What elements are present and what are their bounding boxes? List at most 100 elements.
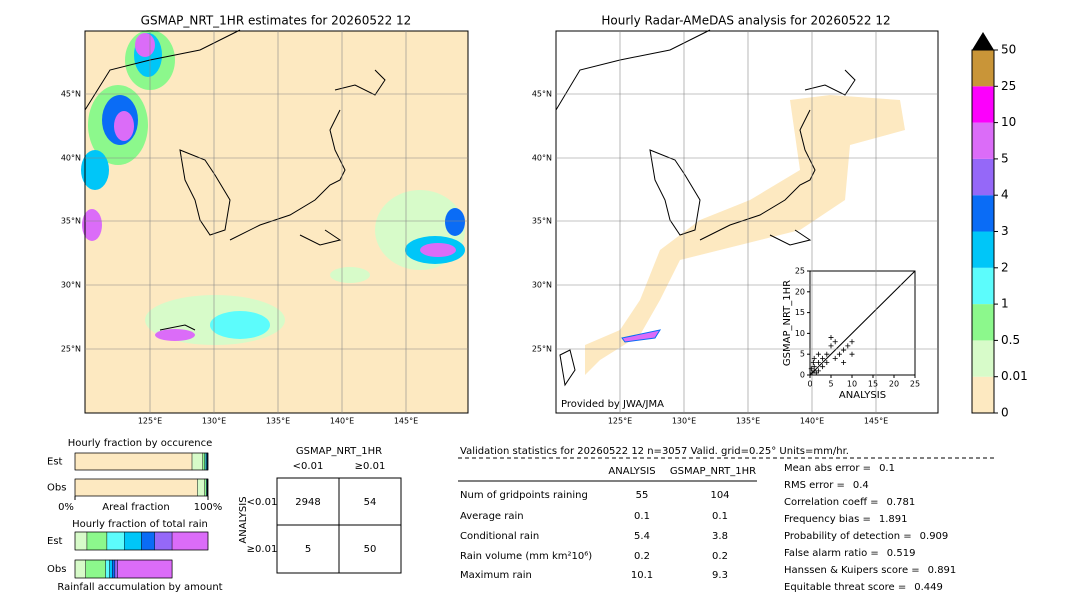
point <box>845 343 851 349</box>
rain-blob <box>621 329 662 343</box>
score-value: 0.781 <box>887 497 916 508</box>
score-value: 0.909 <box>920 531 949 542</box>
point <box>849 339 855 345</box>
map-border <box>555 30 939 414</box>
y-tick-label: 5 <box>800 350 805 359</box>
bar-frame <box>74 452 209 471</box>
row-label: Rain volume (mm km²10⁶) <box>460 551 592 562</box>
lat-label: 40°N <box>532 154 552 163</box>
lon-label: 140°E <box>330 417 354 426</box>
colorbar-label: 0.01 <box>1001 369 1028 383</box>
point <box>836 351 842 357</box>
colorbar-segment <box>972 86 994 123</box>
row-label: Num of gridpoints raining <box>460 490 588 501</box>
map-title: GSMAP_NRT_1HR estimates for 20260522 12 <box>141 14 412 28</box>
point <box>832 355 838 361</box>
score-value: 0.519 <box>887 548 916 559</box>
lat-label: 30°N <box>61 281 81 290</box>
bar-segment <box>74 559 86 579</box>
x-axis-label: ANALYSIS <box>839 390 886 401</box>
column-label: <0.01 <box>293 461 324 472</box>
lon-label: 145°E <box>394 417 418 426</box>
point <box>810 360 816 366</box>
point <box>824 360 830 366</box>
point <box>815 368 821 374</box>
colorbar-label: 3 <box>1001 224 1009 238</box>
bar-segment <box>74 452 193 471</box>
bar-segment <box>105 559 110 579</box>
rain-area <box>585 95 905 375</box>
x-tick-label: 10 <box>847 380 857 389</box>
score-label: Frequency bias = <box>784 514 871 525</box>
row-label: Conditional rain <box>460 531 539 542</box>
colorbar-segment <box>972 195 994 232</box>
colorbar-segment <box>972 267 994 305</box>
x-tick-label: 25 <box>910 380 920 389</box>
cell: 0.1 <box>712 511 728 522</box>
y-tick-label: 0 <box>800 371 805 380</box>
score-label: RMS error = <box>784 480 845 491</box>
score-value: 0.449 <box>914 582 943 593</box>
lat-label: 35°N <box>532 217 552 226</box>
row-label: Average rain <box>460 511 524 522</box>
colorbar-label: 5 <box>1001 151 1009 165</box>
colorbar-segment <box>972 376 994 413</box>
column-label: ANALYSIS <box>608 466 655 477</box>
lon-label: 130°E <box>672 417 696 426</box>
credit: Provided by JWA/JMA <box>561 399 664 410</box>
cell: 0.2 <box>712 551 728 562</box>
table-title: GSMAP_NRT_1HR <box>296 446 382 457</box>
score-value: 0.891 <box>928 565 957 576</box>
bar-segment <box>114 559 118 579</box>
map-border <box>84 30 469 414</box>
score-label: Equitable threat score = <box>784 582 906 593</box>
x-axis-label: Rainfall accumulation by amount <box>57 582 222 593</box>
point <box>815 360 821 366</box>
bar-frame <box>74 559 173 579</box>
row-title: ANALYSIS <box>238 496 249 543</box>
point <box>832 339 838 345</box>
lon-label: 130°E <box>202 417 226 426</box>
cell: 104 <box>710 490 729 501</box>
cell: 5.4 <box>634 531 650 542</box>
coastline <box>84 29 386 331</box>
stats-header: Validation statistics for 20260522 12 n=… <box>460 446 849 457</box>
x-tick-label: 20 <box>889 380 899 389</box>
y-tick-label: 10 <box>795 329 805 338</box>
bar-segment <box>191 452 203 471</box>
table-cell: 54 <box>364 497 377 508</box>
point <box>815 351 821 357</box>
bar-segment <box>202 452 205 471</box>
score-value: 0.4 <box>853 480 869 491</box>
bar-segment <box>106 531 125 551</box>
panel-title: Hourly fraction by occurence <box>68 438 212 449</box>
colorbar-segment <box>972 304 994 341</box>
point <box>849 351 855 357</box>
point <box>824 351 830 357</box>
cell: 0.1 <box>634 511 650 522</box>
cell: 55 <box>636 490 649 501</box>
table-cell: 50 <box>364 544 377 555</box>
point <box>813 370 819 376</box>
cell: 3.8 <box>712 531 728 542</box>
colorbar-segment <box>972 50 994 87</box>
panel-title: Hourly fraction of total rain <box>72 519 208 530</box>
lon-label: 135°E <box>266 417 290 426</box>
bar-frame <box>74 478 209 497</box>
bar-frame <box>74 531 209 551</box>
colorbar-label: 4 <box>1001 188 1009 202</box>
score-label: Probability of detection = <box>784 531 912 542</box>
point <box>820 364 826 370</box>
bar-segment <box>74 478 198 497</box>
point <box>809 370 815 376</box>
lat-label: 25°N <box>61 345 81 354</box>
cell: 10.1 <box>631 570 653 581</box>
point <box>841 360 847 366</box>
column-label: ≥0.01 <box>355 461 386 472</box>
point <box>828 343 834 349</box>
table-cell: 5 <box>305 544 311 555</box>
row-label: <0.01 <box>247 497 278 508</box>
row-label: ≥0.01 <box>247 544 278 555</box>
y-axis-label: GSMAP_NRT_1HR <box>782 280 793 366</box>
